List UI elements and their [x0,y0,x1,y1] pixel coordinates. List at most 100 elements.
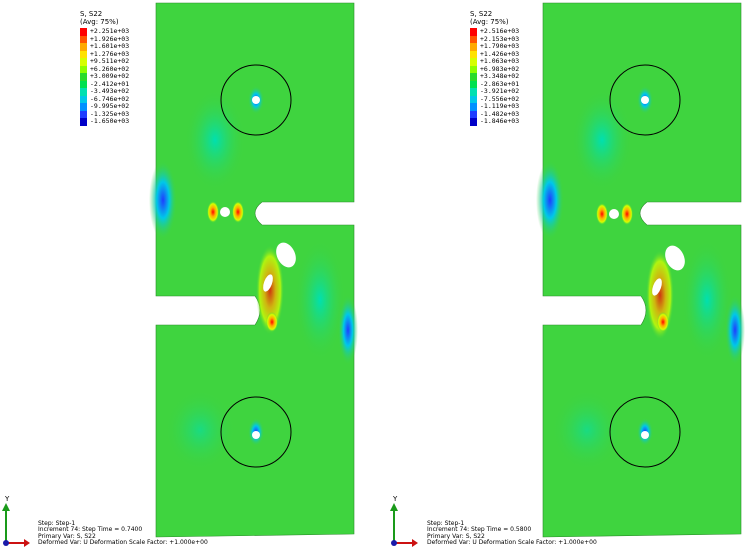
legend-row: -1.650e+03 [80,117,130,126]
pin-circle-top [609,64,681,136]
legend-rows: +2.516e+03 +2.153e+03 +1.790e+03 +1.426e… [470,27,520,126]
cyan-field-3 [552,390,622,470]
primary-var-line: Primary Var: S, S22 [427,532,485,540]
legend-subtitle: (Avg: 75%) [80,18,119,26]
void-notch [609,209,619,219]
stress-contour-plot-right [536,2,745,538]
legend-swatch [470,80,477,88]
legend-swatch [470,50,477,58]
legend-row: -3.921e+02 [470,87,520,96]
legend-swatch [80,110,87,118]
legend-value: -1.325e+03 [90,109,130,118]
pin-hole-bottom [252,431,260,439]
axis-x-arrowhead [24,539,30,547]
legend-value: +9.511e+02 [90,57,130,65]
legend-swatch [470,28,477,36]
legend-value: -2.863e+01 [480,79,520,88]
legend-swatch [80,95,87,103]
legend-swatch [470,95,477,103]
legend-value: -7.556e+02 [480,94,520,103]
legend-value: +1.063e+03 [480,57,520,65]
legend-value: +1.926e+03 [90,34,130,43]
hotspot-notch-left [596,203,608,225]
legend-row: +3.348e+02 [470,72,520,81]
void-crack-2 [652,278,662,296]
legend-row: +3.009e+02 [80,72,130,81]
pin-circle-bottom [220,396,292,468]
legend-value: -9.995e+02 [90,102,130,110]
coordinate-triad: Y [390,495,418,547]
pin-circle-bottom [609,396,681,468]
legend-value: +1.790e+03 [480,42,520,50]
axis-y-label: Y [4,495,10,503]
step-info: Step: Step-1 Increment 74: Step Time = 0… [38,520,208,547]
legend-swatch [470,118,477,126]
legend-value: +1.426e+03 [480,49,520,58]
contour-viewport-right[interactable]: S, S22 (Avg: 75%) +2.516e+03 +2.153e+03 … [373,0,746,551]
contour-legend: S, S22 (Avg: 75%) +2.516e+03 +2.153e+03 … [470,10,519,126]
axis-x-arrowhead [412,539,418,547]
legend-swatch [80,80,87,88]
legend-swatch [80,65,87,73]
legend-swatch [80,88,87,96]
legend-value: -6.746e+02 [90,94,130,103]
legend-title: S, S22 [80,10,103,18]
legend-value: -3.921e+02 [480,87,520,95]
legend-row: -7.556e+02 [470,94,520,103]
legend-row: -1.482e+03 [470,110,519,118]
legend-row: +1.063e+03 [470,57,520,66]
legend-swatch [80,28,87,36]
legend-row: -1.119e+03 [470,102,520,111]
cyan-field-3 [165,390,235,470]
legend-value: +6.260e+02 [90,64,130,73]
legend-swatch [470,43,477,51]
legend-value: +2.516e+03 [480,27,520,35]
legend-row: +1.601e+03 [80,42,130,51]
legend-row: +1.790e+03 [470,42,520,51]
primary-var-line: Primary Var: S, S22 [38,532,96,540]
legend-row: -1.325e+03 [80,109,130,118]
pin-hole-top [641,96,649,104]
legend-swatch [470,35,477,43]
legend-value: +1.601e+03 [90,42,130,50]
legend-swatch [80,118,87,126]
legend-value: -1.119e+03 [480,102,520,110]
increment-line: Increment 74: Step Time = 0.7400 [38,526,143,534]
legend-swatch [80,50,87,58]
legend-swatch [80,35,87,43]
hotspot-lower [657,312,669,332]
legend-value: -2.412e+01 [90,79,130,88]
legend-row: -6.746e+02 [80,94,130,103]
legend-row: +9.511e+02 [80,57,130,66]
contour-viewport-left[interactable]: S, S22 (Avg: 75%) +2.251e+03 +1.926e+03 … [0,0,373,551]
deformed-var-line: Deformed Var: U Deformation Scale Factor… [38,539,208,547]
cold-edge-left [149,160,177,240]
increment-line: Increment 74: Step Time = 0.5800 [427,526,532,534]
hotspot-notch-right [232,201,244,223]
legend-row: -9.995e+02 [80,102,130,111]
cold-edge-left [536,160,564,240]
legend-row: +2.251e+03 [80,27,129,36]
deformed-var-line: Deformed Var: U Deformation Scale Factor… [427,539,597,547]
pin-circle-top [220,64,292,136]
legend-swatch [470,58,477,66]
legend-swatch [470,88,477,96]
cyan-field-2 [295,240,345,360]
legend-row: +6.260e+02 [80,64,130,73]
cyan-field-1 [572,90,632,190]
legend-row: +1.426e+03 [470,49,520,58]
legend-swatch [470,110,477,118]
axis-y-arrowhead [2,503,10,511]
legend-value: +3.009e+02 [90,72,130,80]
legend-row: -2.412e+01 [80,79,130,88]
legend-row: +6.983e+02 [470,65,519,73]
hotspot-band [256,245,284,335]
axis-origin [3,540,9,546]
legend-value: +3.348e+02 [480,72,520,80]
legend-value: -1.650e+03 [90,117,130,125]
legend-row: -2.863e+01 [470,79,520,88]
cyan-field-2 [682,240,732,360]
legend-row: +2.153e+03 [470,35,519,43]
legend-swatch [470,73,477,81]
contour-legend: S, S22 (Avg: 75%) +2.251e+03 +1.926e+03 … [80,10,129,126]
